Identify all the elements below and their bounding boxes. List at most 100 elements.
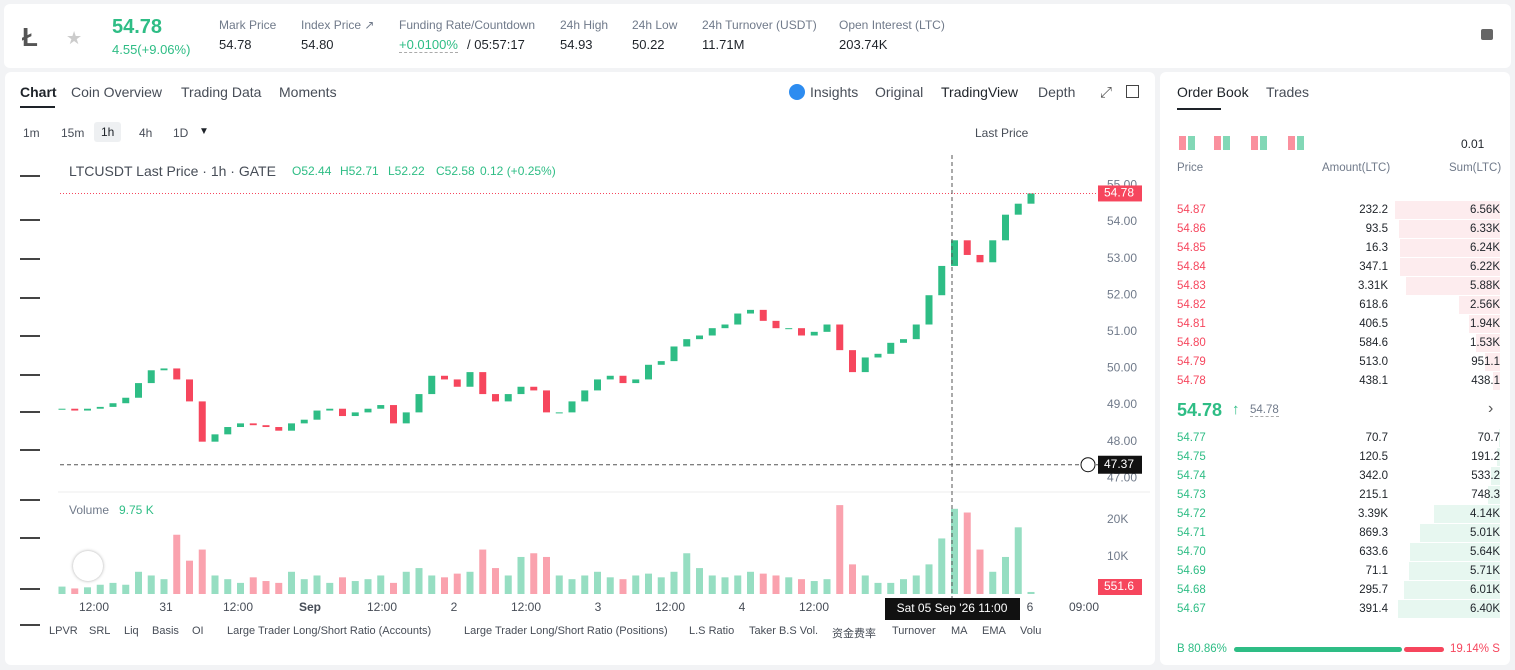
tool-icon[interactable]: [20, 537, 40, 539]
ob-amount: 513.0: [1359, 356, 1388, 368]
depth-bar: [1398, 220, 1500, 238]
header-icon[interactable]: [1481, 29, 1493, 40]
ob-view[interactable]: [1214, 136, 1230, 150]
candle: [747, 309, 754, 314]
candle: [963, 240, 971, 255]
ob-view[interactable]: [1251, 136, 1267, 150]
stat-value: 50.22: [632, 37, 665, 52]
indicator[interactable]: SRL: [89, 625, 111, 637]
ob-tab[interactable]: Trades: [1266, 84, 1310, 100]
volume-bar: [568, 579, 576, 594]
candle: [938, 265, 946, 296]
interval[interactable]: 1D: [173, 126, 189, 140]
ob-amount: 70.7: [1365, 432, 1388, 444]
candle: [288, 423, 295, 431]
tab[interactable]: Coin Overview: [71, 84, 163, 100]
volume-bar: [657, 577, 665, 594]
candle: [568, 401, 576, 413]
candle: [900, 339, 907, 343]
indicator[interactable]: Liq: [124, 625, 139, 637]
view-tab[interactable]: Original: [875, 84, 924, 100]
favorite[interactable]: ★: [66, 28, 83, 48]
tool-icon[interactable]: [20, 499, 40, 501]
view-tab[interactable]: TradingView: [941, 84, 1019, 100]
stat-label: Mark Price: [219, 18, 277, 32]
indicator[interactable]: 资金费率: [832, 628, 876, 640]
volume-bar: [836, 505, 844, 594]
ob-price: 54.80: [1177, 337, 1206, 349]
indicator[interactable]: Taker B.S Vol.: [749, 625, 819, 637]
tab[interactable]: Chart: [20, 84, 57, 100]
price-type[interactable]: Last Price: [975, 126, 1029, 140]
window[interactable]: [1126, 85, 1139, 98]
ob-column: Amount(LTC): [1322, 162, 1391, 174]
volume-bar: [415, 568, 423, 594]
indicator[interactable]: Volu: [1020, 625, 1042, 637]
tool-icon[interactable]: [20, 449, 40, 451]
candle: [96, 406, 104, 409]
volume-bar: [135, 571, 142, 594]
candle: [976, 254, 984, 263]
ob-tab[interactable]: Order Book: [1177, 84, 1249, 100]
indicator[interactable]: L.S Ratio: [689, 625, 735, 637]
ob-precision[interactable]: 0.01: [1461, 137, 1485, 151]
indicator[interactable]: EMA: [982, 625, 1006, 637]
interval[interactable]: 15m: [61, 126, 85, 140]
x-tick-label: 31: [159, 600, 173, 614]
candle: [861, 357, 869, 373]
stat-label: 24h High: [560, 18, 609, 32]
volume-bar: [581, 575, 589, 594]
indicator[interactable]: Basis: [152, 625, 179, 637]
interval-dropdown[interactable]: ▼: [199, 126, 209, 137]
view-tab[interactable]: Depth: [1038, 84, 1076, 100]
expand[interactable]: ⤢: [1100, 84, 1113, 101]
ob-view[interactable]: [1288, 136, 1304, 150]
interval[interactable]: 1h: [94, 122, 122, 142]
tool-icon[interactable]: [20, 411, 40, 413]
volume-bar: [696, 568, 703, 594]
sell-label: 19.14% S: [1450, 643, 1500, 655]
candle: [428, 375, 436, 395]
volume-bar: [823, 579, 831, 594]
tool-icon[interactable]: [20, 624, 40, 626]
indicator[interactable]: MA: [951, 625, 968, 637]
volume-bar: [517, 556, 525, 594]
ob-view[interactable]: [1179, 136, 1195, 150]
tab[interactable]: Moments: [279, 84, 337, 100]
depth-bar: [1400, 239, 1500, 257]
volume-bar: [874, 582, 882, 594]
candle: [186, 379, 193, 402]
indicator[interactable]: LPVR: [49, 625, 78, 637]
ob-amount: 71.1: [1365, 565, 1388, 577]
ob-price: 54.67: [1177, 603, 1206, 615]
indicator[interactable]: OI: [192, 625, 204, 637]
candle: [504, 394, 512, 402]
tool-icon[interactable]: [20, 374, 40, 376]
tool-icon[interactable]: [20, 175, 40, 177]
ai-icon[interactable]: [789, 84, 805, 100]
ob-amount: 342.0: [1359, 470, 1388, 482]
ob-sum: 6.22K: [1469, 261, 1500, 273]
interval[interactable]: 4h: [139, 126, 153, 140]
candle: [198, 401, 206, 442]
tool-icon[interactable]: [20, 335, 40, 337]
indicator[interactable]: Large Trader Long/Short Ratio (Positions…: [464, 625, 668, 637]
tool-icon[interactable]: [20, 258, 40, 260]
tool-icon[interactable]: [20, 297, 40, 299]
last-price: 54.78: [112, 16, 163, 38]
ob-more[interactable]: ›: [1488, 400, 1494, 417]
interval[interactable]: 1m: [23, 126, 40, 140]
indicator[interactable]: Large Trader Long/Short Ratio (Accounts): [227, 625, 432, 637]
x-tick-label: 12:00: [799, 600, 829, 614]
indicator[interactable]: Turnover: [892, 625, 936, 637]
view-tab[interactable]: Insights: [810, 84, 859, 100]
volume-bar: [785, 577, 793, 594]
candle: [441, 375, 448, 380]
tab[interactable]: Trading Data: [181, 84, 262, 100]
tool-icon[interactable]: [20, 219, 40, 221]
add-alert[interactable]: [1080, 457, 1096, 473]
tool-icon[interactable]: [20, 588, 40, 590]
volume-tick-label: 10K: [1107, 549, 1128, 563]
ob-sum: 70.7: [1477, 432, 1500, 444]
depth-bar: [1395, 201, 1500, 219]
